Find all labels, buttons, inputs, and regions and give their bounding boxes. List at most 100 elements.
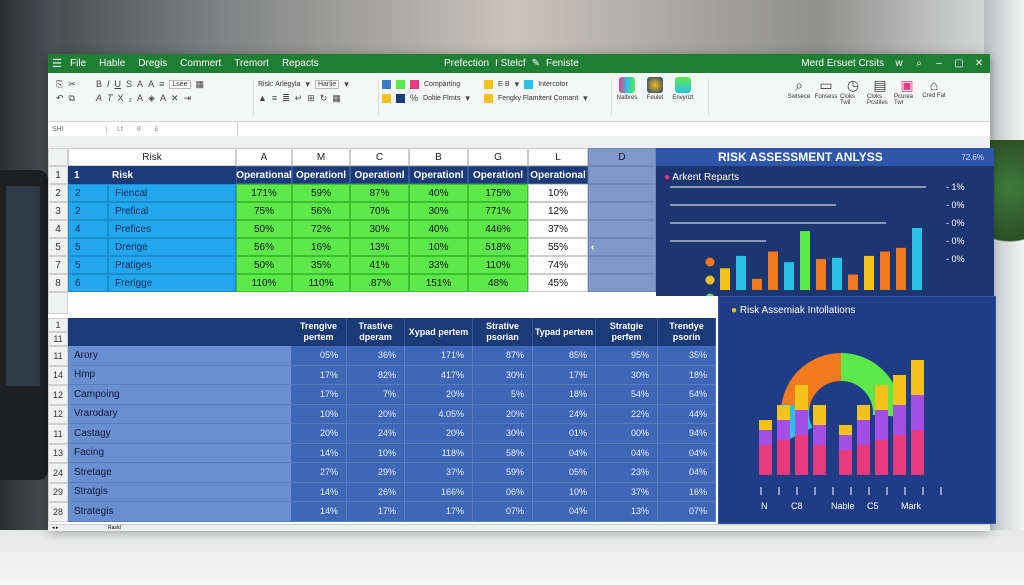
bold-icon[interactable]: B xyxy=(96,79,103,89)
metric-value-cell[interactable]: 87% xyxy=(473,346,533,366)
risk-value-cell[interactable]: 48% xyxy=(468,274,528,292)
risk-value-cell[interactable]: 72% xyxy=(292,220,350,238)
strategy-name-cell[interactable]: Vrarodary xyxy=(68,404,291,424)
pcurea-button[interactable]: ▣ Pcurea Twr xyxy=(894,77,920,106)
italic-icon[interactable]: I xyxy=(107,79,110,89)
close-icon[interactable]: ✕ xyxy=(974,58,984,69)
strategy-name-cell[interactable]: Facing xyxy=(68,443,291,463)
sheet-tab[interactable]: Rasld xyxy=(108,525,121,531)
table-format-icon[interactable] xyxy=(410,79,419,89)
interactor-label[interactable]: Intercotor xyxy=(538,80,568,88)
menu-item-commert[interactable]: Commert xyxy=(180,58,222,69)
risk-value-cell[interactable]: 40% xyxy=(409,220,468,238)
formula-icon-1[interactable]: Lt xyxy=(117,125,123,133)
risk-value-cell[interactable]: 56% xyxy=(292,202,350,220)
menu-item-file[interactable]: File xyxy=(70,58,87,69)
risk-name-cell[interactable]: Frerigge xyxy=(108,274,236,292)
risk-name-cell[interactable]: Fiencal xyxy=(108,184,236,202)
metric-value-cell[interactable]: 36% xyxy=(347,346,405,366)
metric-value-cell[interactable]: 44% xyxy=(658,404,716,424)
metric-value-cell[interactable]: 171% xyxy=(405,346,473,366)
font-name-dropdown[interactable]: Lsee xyxy=(169,79,191,89)
sheet-nav-icon[interactable]: ◂ ▸ xyxy=(52,525,59,531)
formula-icon-2[interactable]: 8 xyxy=(136,125,141,133)
metric-column-header[interactable]: Stratgie perfem xyxy=(596,318,658,346)
comment-label[interactable]: Fengky Flamitent Comant xyxy=(498,94,579,102)
metric-value-cell[interactable]: 54% xyxy=(596,385,658,405)
comment-icon[interactable] xyxy=(484,93,493,103)
metric-value-cell[interactable]: 7% xyxy=(347,385,405,405)
font-size-up-icon[interactable]: A xyxy=(137,79,144,89)
metric-value-cell[interactable]: 27% xyxy=(291,463,347,483)
column-letter-header[interactable]: A xyxy=(236,148,292,166)
metric-value-cell[interactable]: 18% xyxy=(533,385,596,405)
metric-value-cell[interactable]: 30% xyxy=(596,365,658,385)
cell-label[interactable]: E·B xyxy=(498,80,510,88)
dropdown-icon[interactable]: ▾ xyxy=(514,78,520,89)
help-icon[interactable]: ᴡ xyxy=(895,58,903,69)
column-d-cell[interactable]: ‹ xyxy=(588,238,656,256)
metric-value-cell[interactable]: 04% xyxy=(533,443,596,463)
strategy-name-cell[interactable]: Campoing xyxy=(68,385,291,405)
percent-icon[interactable]: % xyxy=(410,93,419,103)
cell-icon[interactable] xyxy=(484,79,493,89)
risk-value-cell[interactable]: 33% xyxy=(409,256,468,274)
align-dropdown-icon[interactable]: ▾ xyxy=(305,78,310,89)
borders-icon[interactable]: ▦ xyxy=(195,78,205,89)
underline-icon[interactable]: U xyxy=(114,79,122,89)
metric-column-header[interactable]: Trengive pertem xyxy=(291,318,347,346)
metric-value-cell[interactable]: 17% xyxy=(291,385,347,405)
risk-value-cell[interactable]: 55% xyxy=(528,238,588,256)
metric-value-cell[interactable]: 07% xyxy=(658,502,716,522)
align-left-icon[interactable]: ≡ xyxy=(271,93,278,103)
fonsess-button[interactable]: ▭ Fonsess xyxy=(813,77,839,106)
metric-value-cell[interactable]: 22% xyxy=(596,404,658,424)
metric-value-cell[interactable]: 26% xyxy=(347,482,405,502)
highlight-icon[interactable]: A xyxy=(137,93,144,103)
minimize-icon[interactable]: – xyxy=(936,58,942,69)
hamburger-menu-icon[interactable]: ☰ xyxy=(52,58,62,70)
maximize-icon[interactable]: ▢ xyxy=(954,58,964,69)
strategy-name-cell[interactable]: Arory xyxy=(68,346,291,366)
column-letter-header[interactable]: M xyxy=(292,148,350,166)
metric-value-cell[interactable]: 04% xyxy=(658,463,716,483)
metric-value-cell[interactable]: 04% xyxy=(596,443,658,463)
paste-icon[interactable]: ⎘ xyxy=(56,78,64,89)
chevron-down-icon[interactable]: ▾ xyxy=(465,92,470,103)
metric-value-cell[interactable]: 37% xyxy=(405,463,473,483)
metric-value-cell[interactable]: 82% xyxy=(347,365,405,385)
metric-value-cell[interactable]: 04% xyxy=(533,502,596,522)
column-letter-header[interactable]: G xyxy=(468,148,528,166)
metric-value-cell[interactable]: 54% xyxy=(658,385,716,405)
risk-value-cell[interactable]: 59% xyxy=(292,184,350,202)
risk-value-cell[interactable]: 75% xyxy=(236,202,292,220)
nalbres-button[interactable]: Nalbres xyxy=(614,77,640,101)
chevron-down-icon[interactable]: ▾ xyxy=(583,92,588,103)
wrap-icon[interactable]: ↵ xyxy=(294,92,303,103)
metric-column-header[interactable]: Trastive dperam xyxy=(347,318,405,346)
cut-icon[interactable]: ✂ xyxy=(68,78,76,89)
risk-value-cell[interactable]: 110% xyxy=(468,256,528,274)
metric-value-cell[interactable]: 30% xyxy=(473,365,533,385)
risk-value-cell[interactable]: 12% xyxy=(528,202,588,220)
row-index[interactable]: 4 xyxy=(68,220,108,238)
menu-item-repacts[interactable]: Repacts xyxy=(281,58,319,69)
risk-value-cell[interactable]: 37% xyxy=(528,220,588,238)
column-letter-header[interactable]: C xyxy=(350,148,409,166)
metric-value-cell[interactable]: 17% xyxy=(533,365,596,385)
risk-value-cell[interactable]: 171% xyxy=(236,184,292,202)
feulet-button[interactable]: Feulet xyxy=(642,77,668,101)
dropdown-arrow-icon[interactable]: ▾ xyxy=(344,78,349,89)
menu-item-hable[interactable]: Hable xyxy=(99,58,126,69)
risk-name-cell[interactable]: Prefical xyxy=(108,202,236,220)
formula-icon-3[interactable]: £ xyxy=(154,125,159,133)
indent-icon[interactable]: ⇥ xyxy=(183,92,192,103)
risk-value-cell[interactable]: 10% xyxy=(528,184,588,202)
risk-value-cell[interactable]: 50% xyxy=(236,256,292,274)
metric-value-cell[interactable]: 06% xyxy=(473,482,533,502)
italic-a-icon[interactable]: A xyxy=(96,93,103,103)
cred-fat-button[interactable]: ⌂ Cred Fat xyxy=(921,77,947,106)
risk-value-cell[interactable]: 175% xyxy=(468,184,528,202)
account-label[interactable]: Merd Ersuet Crsits xyxy=(801,58,884,69)
risk-value-cell[interactable]: 110% xyxy=(236,274,292,292)
